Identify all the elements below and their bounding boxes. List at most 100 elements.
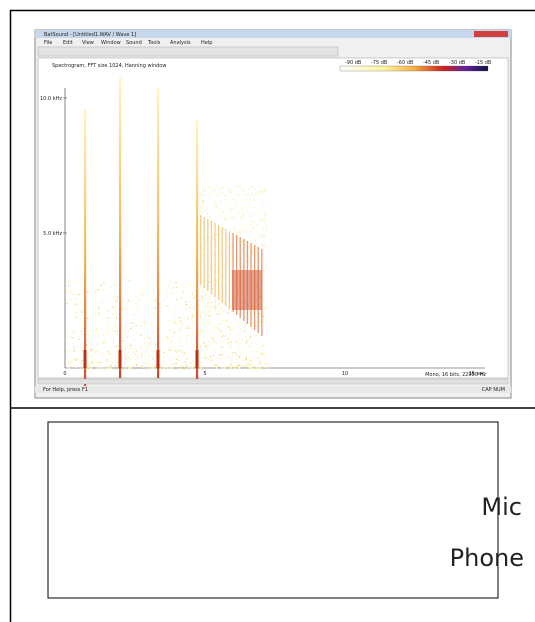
noise xyxy=(185,335,188,337)
noise xyxy=(218,312,219,315)
noise xyxy=(229,246,231,248)
noise xyxy=(231,360,233,362)
noise xyxy=(228,326,230,329)
noise xyxy=(187,334,189,337)
menu-item[interactable]: Analysis xyxy=(170,40,191,46)
noise xyxy=(230,279,232,281)
noise xyxy=(241,216,243,219)
noise xyxy=(213,235,215,237)
noise xyxy=(247,363,250,365)
noise xyxy=(198,360,200,363)
noise xyxy=(265,332,267,334)
noise xyxy=(186,367,188,370)
noise xyxy=(132,364,134,366)
noise xyxy=(97,315,100,317)
noise xyxy=(73,348,76,350)
noise xyxy=(87,352,89,355)
noise xyxy=(238,185,240,187)
noise xyxy=(99,353,101,355)
noise xyxy=(128,348,130,350)
noise xyxy=(66,351,68,353)
noise xyxy=(260,319,262,321)
noise xyxy=(88,363,90,366)
noise xyxy=(232,197,233,200)
noise xyxy=(129,367,131,369)
noise xyxy=(117,296,119,298)
noise xyxy=(159,303,161,305)
noise xyxy=(183,283,185,285)
noise xyxy=(266,283,268,285)
noise xyxy=(165,305,167,307)
noise xyxy=(73,349,75,351)
phone-label: Phone xyxy=(450,544,524,572)
noise xyxy=(253,186,255,188)
noise xyxy=(181,331,183,334)
noise xyxy=(88,363,90,365)
noise xyxy=(215,272,217,274)
noise xyxy=(203,335,205,337)
menu-item[interactable]: Edit xyxy=(63,40,73,46)
noise xyxy=(232,312,235,314)
noise xyxy=(141,366,144,368)
noise xyxy=(91,350,93,352)
noise xyxy=(251,316,253,318)
noise xyxy=(121,339,124,342)
noise xyxy=(238,367,241,369)
noise xyxy=(211,360,213,362)
noise xyxy=(102,288,104,291)
noise xyxy=(241,250,243,253)
noise xyxy=(249,310,251,313)
noise xyxy=(201,298,203,301)
noise xyxy=(245,358,247,360)
noise xyxy=(254,213,256,215)
noise xyxy=(211,364,213,367)
menu-item[interactable]: View xyxy=(82,40,94,46)
noise xyxy=(169,320,171,322)
noise xyxy=(238,350,240,352)
noise xyxy=(216,233,217,236)
noise xyxy=(198,288,200,290)
noise xyxy=(213,288,215,290)
noise xyxy=(264,189,266,191)
noise xyxy=(200,207,202,209)
noise xyxy=(148,337,150,339)
noise xyxy=(258,337,261,339)
noise xyxy=(186,295,188,297)
noise xyxy=(239,342,241,344)
noise xyxy=(78,308,80,310)
noise xyxy=(216,277,218,279)
noise xyxy=(186,328,189,330)
menu-item[interactable]: File xyxy=(44,40,52,46)
noise xyxy=(164,367,167,370)
noise xyxy=(252,236,254,238)
noise xyxy=(247,194,249,196)
noise xyxy=(205,266,207,269)
menu-item[interactable]: Sound xyxy=(126,40,142,46)
noise xyxy=(214,308,216,310)
noise xyxy=(263,366,265,368)
window-buttons[interactable] xyxy=(474,31,508,37)
noise xyxy=(136,350,138,352)
noise xyxy=(248,255,250,258)
noise xyxy=(200,317,202,319)
noise xyxy=(214,301,216,303)
device-box xyxy=(47,421,499,599)
menu-item[interactable]: Help xyxy=(201,40,212,46)
noise xyxy=(166,295,168,297)
noise xyxy=(193,335,195,337)
noise xyxy=(252,310,254,312)
noise xyxy=(106,327,108,329)
menu-item[interactable]: Window xyxy=(101,40,121,46)
noise xyxy=(252,220,253,222)
menu-item[interactable]: Tools xyxy=(147,40,161,46)
noise xyxy=(74,365,76,367)
scrollbar[interactable] xyxy=(37,378,509,385)
noise xyxy=(221,353,223,356)
noise xyxy=(235,340,237,343)
noise xyxy=(143,337,146,340)
call-base xyxy=(156,350,160,368)
noise xyxy=(215,189,216,192)
noise xyxy=(201,306,203,308)
noise xyxy=(248,243,250,245)
noise xyxy=(263,352,266,354)
